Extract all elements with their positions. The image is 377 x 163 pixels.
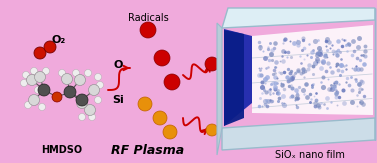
Circle shape xyxy=(35,87,41,94)
Circle shape xyxy=(164,74,180,90)
Text: O: O xyxy=(113,60,123,70)
Circle shape xyxy=(52,92,62,102)
Circle shape xyxy=(25,102,32,109)
Circle shape xyxy=(44,41,56,53)
Circle shape xyxy=(75,74,86,86)
Circle shape xyxy=(38,84,50,96)
Text: O₂: O₂ xyxy=(52,35,66,45)
Polygon shape xyxy=(252,25,373,115)
Circle shape xyxy=(35,72,46,82)
Circle shape xyxy=(23,72,29,79)
Text: HMDSO: HMDSO xyxy=(41,145,83,155)
Circle shape xyxy=(34,47,46,59)
Circle shape xyxy=(95,74,101,81)
Circle shape xyxy=(76,94,88,106)
Circle shape xyxy=(64,86,76,98)
Circle shape xyxy=(78,113,86,120)
Circle shape xyxy=(89,84,100,96)
Circle shape xyxy=(77,97,87,109)
Text: Radicals: Radicals xyxy=(128,13,169,23)
Circle shape xyxy=(72,69,80,76)
Circle shape xyxy=(163,125,177,139)
Circle shape xyxy=(26,74,37,86)
Polygon shape xyxy=(222,118,375,150)
Circle shape xyxy=(58,69,66,76)
Circle shape xyxy=(140,22,156,38)
Circle shape xyxy=(29,95,40,105)
Text: RF Plasma: RF Plasma xyxy=(112,143,185,156)
Text: SiOₓ nano film: SiOₓ nano film xyxy=(275,150,345,160)
Text: Si: Si xyxy=(112,95,124,105)
Circle shape xyxy=(206,124,218,136)
Circle shape xyxy=(31,67,37,74)
Circle shape xyxy=(97,82,104,89)
Circle shape xyxy=(138,97,152,111)
Circle shape xyxy=(84,104,95,116)
Circle shape xyxy=(61,74,72,84)
Circle shape xyxy=(95,96,101,104)
Circle shape xyxy=(89,113,95,120)
Polygon shape xyxy=(222,8,375,28)
Polygon shape xyxy=(224,29,252,126)
Circle shape xyxy=(205,57,219,71)
Circle shape xyxy=(38,104,46,111)
Polygon shape xyxy=(217,23,222,155)
Circle shape xyxy=(84,69,92,76)
Circle shape xyxy=(20,80,28,87)
Polygon shape xyxy=(224,30,244,126)
Circle shape xyxy=(43,67,49,74)
Circle shape xyxy=(154,50,170,66)
Circle shape xyxy=(153,111,167,125)
